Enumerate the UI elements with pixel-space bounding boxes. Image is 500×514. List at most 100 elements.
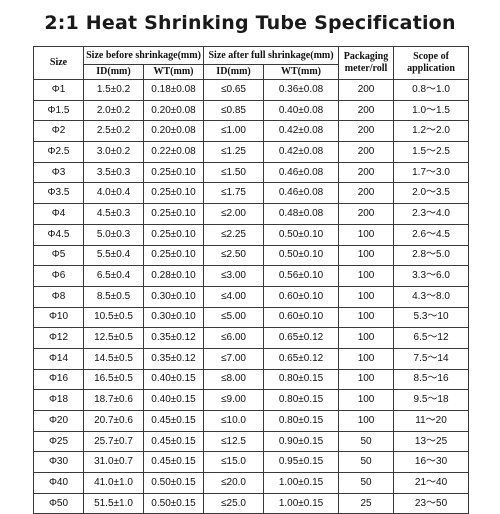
cell-id-before: 3.5±0.3: [83, 161, 144, 184]
cell-size: Φ40: [33, 472, 84, 494]
cell-size: Φ12: [33, 327, 84, 349]
cell-id-after: ≤20.0: [203, 472, 265, 494]
table-row: Φ14 14.5±0.5 0.35±0.12 ≤7.00 0.65±0.12 100 7.5…: [33, 347, 470, 370]
cell-size: Φ50: [33, 492, 84, 514]
cell-packaging: 100: [338, 389, 395, 411]
cell-size: Φ10: [33, 306, 84, 329]
cell-packaging: 50: [338, 472, 395, 494]
cell-wt-after: 0.80±0.15: [263, 410, 340, 432]
cell-size: Φ30: [33, 451, 84, 474]
spec-table: Size Size before shrinkage(mm) Size afte…: [33, 46, 470, 514]
cell-size: Φ20: [33, 410, 84, 432]
cell-packaging: 25: [338, 492, 395, 514]
header-row-1: Size Size before shrinkage(mm) Size afte…: [33, 46, 470, 80]
cell-id-before: 12.5±0.5: [83, 327, 144, 349]
cell-size: Φ3.5: [33, 182, 84, 205]
cell-packaging: 100: [338, 327, 395, 349]
cell-packaging: 50: [338, 451, 395, 474]
spec-sheet: 2:1 Heat Shrinking Tube Specification Si…: [33, 12, 470, 514]
cell-wt-before: 0.45±0.15: [142, 410, 205, 432]
cell-id-before: 10.5±0.5: [83, 306, 144, 329]
cell-wt-before: 0.45±0.15: [142, 430, 205, 453]
cell-id-after: ≤10.0: [203, 410, 265, 432]
cell-scope: 2.0～3.5: [393, 182, 470, 205]
cell-id-after: ≤0.85: [203, 99, 265, 122]
cell-wt-before: 0.28±0.10: [142, 265, 205, 287]
cell-wt-before: 0.20±0.08: [142, 99, 205, 122]
cell-scope: 6.5～12: [393, 327, 470, 349]
cell-packaging: 50: [338, 430, 395, 453]
cell-wt-before: 0.25±0.10: [142, 161, 205, 184]
cell-scope: 1.7～3.0: [393, 161, 470, 184]
cell-wt-after: 1.00±0.15: [263, 472, 340, 494]
cell-id-after: ≤15.0: [203, 451, 265, 474]
table-row: Φ16 16.5±0.5 0.40±0.15 ≤8.00 0.80±0.15 100 8.5…: [33, 368, 470, 391]
cell-wt-after: 0.65±0.12: [263, 327, 340, 349]
cell-wt-before: 0.35±0.12: [142, 327, 205, 349]
cell-id-after: ≤25.0: [203, 492, 265, 514]
cell-wt-after: 0.60±0.10: [263, 285, 340, 308]
cell-id-after: ≤1.00: [203, 120, 265, 143]
cell-wt-before: 0.25±0.10: [142, 244, 205, 267]
table-row: Φ2.5 3.0±0.2 0.22±0.08 ≤1.25 0.42±0.08 200 1.5…: [33, 141, 470, 163]
cell-id-after: ≤0.65: [203, 79, 265, 101]
cell-wt-before: 0.40±0.15: [142, 368, 205, 391]
cell-scope: 23～50: [393, 492, 470, 514]
cell-id-after: ≤1.25: [203, 141, 265, 163]
cell-id-before: 41.0±1.0: [83, 472, 144, 494]
cell-id-before: 3.0±0.2: [83, 141, 144, 163]
cell-packaging: 100: [338, 244, 395, 267]
cell-scope: 13～25: [393, 430, 470, 453]
header-packaging: Packaging meter/roll: [338, 46, 395, 80]
cell-wt-after: 0.40±0.08: [263, 99, 340, 122]
cell-id-before: 14.5±0.5: [83, 347, 144, 370]
cell-wt-before: 0.25±0.10: [142, 182, 205, 205]
cell-scope: 16～30: [393, 451, 470, 474]
cell-size: Φ14: [33, 347, 84, 370]
cell-wt-before: 0.20±0.08: [142, 120, 205, 143]
header-size: Size: [33, 46, 84, 80]
table-row: Φ2 2.5±0.2 0.20±0.08 ≤1.00 0.42±0.08 200 1.2～2…: [33, 120, 470, 143]
table-row: Φ6 6.5±0.4 0.28±0.10 ≤3.00 0.56±0.10 100 3.3～6…: [33, 265, 470, 287]
cell-wt-after: 0.65±0.12: [263, 347, 340, 370]
cell-id-before: 8.5±0.5: [83, 285, 144, 308]
cell-wt-before: 0.40±0.15: [142, 389, 205, 411]
cell-wt-before: 0.25±0.10: [142, 203, 205, 225]
header-after: Size after full shrinkage(mm): [203, 46, 340, 65]
table-row: Φ4 4.5±0.3 0.25±0.10 ≤2.00 0.48±0.08 200 2.3～4…: [33, 203, 470, 225]
cell-scope: 8.5～16: [393, 368, 470, 391]
cell-id-after: ≤5.00: [203, 306, 265, 329]
cell-wt-after: 0.95±0.15: [263, 451, 340, 474]
cell-packaging: 100: [338, 285, 395, 308]
cell-id-before: 1.5±0.2: [83, 79, 144, 101]
cell-packaging: 200: [338, 182, 395, 205]
page-title: 2:1 Heat Shrinking Tube Specification: [44, 12, 456, 34]
cell-scope: 21～40: [393, 472, 470, 494]
cell-wt-after: 0.46±0.08: [263, 182, 340, 205]
cell-packaging: 200: [338, 120, 395, 143]
table-row: Φ3 3.5±0.3 0.25±0.10 ≤1.50 0.46±0.08 200 1.7～3…: [33, 161, 470, 184]
cell-scope: 11～20: [393, 410, 470, 432]
cell-scope: 3.3～6.0: [393, 265, 470, 287]
cell-packaging: 200: [338, 161, 395, 184]
cell-scope: 1.2～2.0: [393, 120, 470, 143]
table-row: Φ8 8.5±0.5 0.30±0.10 ≤4.00 0.60±0.10 100 4.3～8…: [33, 285, 470, 308]
cell-packaging: 100: [338, 265, 395, 287]
header-before: Size before shrinkage(mm): [82, 46, 205, 65]
cell-scope: 1.0～1.5: [393, 99, 470, 122]
cell-id-before: 2.0±0.2: [83, 99, 144, 122]
cell-wt-before: 0.25±0.10: [142, 223, 205, 246]
cell-id-after: ≤7.00: [203, 347, 265, 370]
table-row: Φ1 1.5±0.2 0.18±0.08 ≤0.65 0.36±0.08 200 0.8～1…: [33, 79, 470, 101]
cell-scope: 2.8～5.0: [393, 244, 470, 267]
cell-wt-after: 0.50±0.10: [263, 223, 340, 246]
cell-size: Φ18: [33, 389, 84, 411]
cell-id-before: 4.5±0.3: [83, 203, 144, 225]
cell-wt-after: 0.80±0.15: [263, 389, 340, 411]
cell-size: Φ6: [33, 265, 84, 287]
table-row: Φ10 10.5±0.5 0.30±0.10 ≤5.00 0.60±0.10 100 5.3…: [33, 306, 470, 329]
cell-packaging: 100: [338, 306, 395, 329]
table-row: Φ4.5 5.0±0.3 0.25±0.10 ≤2.25 0.50±0.10 100 2.6…: [33, 223, 470, 246]
cell-id-after: ≤8.00: [203, 368, 265, 391]
cell-size: Φ2: [33, 120, 84, 143]
